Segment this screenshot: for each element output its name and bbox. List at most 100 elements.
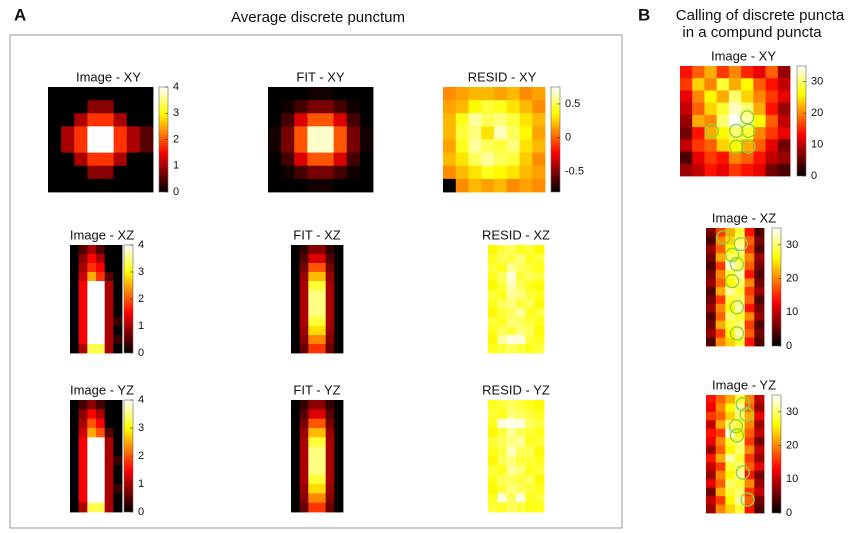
heatmap-cell (96, 335, 105, 344)
heatmap-cell (469, 179, 482, 193)
heatmap-cell (347, 126, 361, 140)
colorbar-tick-label: 3 (138, 422, 144, 434)
heatmap-cell (61, 113, 75, 127)
heatmap-cell (307, 87, 321, 101)
heatmap-cell (268, 113, 282, 127)
heatmap-cell (535, 281, 545, 290)
heatmap-cell (347, 166, 361, 180)
heatmap-cell (70, 290, 79, 299)
heatmap-cell (735, 479, 745, 488)
heatmap-cell (96, 419, 105, 429)
heatmap-cell (127, 87, 141, 101)
heatmap-cell (497, 437, 507, 447)
heatmap-cell (70, 428, 79, 438)
heatmap-cell (87, 290, 96, 299)
heatmap-cell (74, 140, 88, 154)
heatmap-cell (61, 87, 75, 101)
colorbar (797, 66, 806, 176)
heatmap-cell (507, 179, 520, 193)
heatmap-cell (326, 245, 335, 254)
heatmap-cell (334, 113, 348, 127)
heatmap-cell (507, 465, 517, 475)
panel-title: Calling of discrete puncta (676, 7, 845, 24)
heatmap-cell (716, 295, 726, 304)
heatmap-cell (79, 245, 88, 254)
heatmap-cell (96, 281, 105, 290)
heatmap-cell (105, 254, 114, 263)
heatmap-cell (105, 335, 114, 344)
heatmap-cell (140, 153, 154, 167)
heatmap-cell (692, 115, 705, 128)
heatmap-cell (507, 447, 517, 457)
heatmap-cell (326, 317, 335, 326)
heatmap-cell (61, 100, 75, 114)
heatmap-cell (716, 395, 726, 404)
heatmap-cell (300, 465, 309, 475)
heatmap-cell (105, 428, 114, 438)
heatmap-cell (87, 113, 101, 127)
heatmap-cell (507, 299, 517, 308)
heatmap-cell (321, 153, 335, 167)
heatmap-cell (706, 338, 716, 347)
heatmap-cell (443, 87, 456, 101)
heatmap-cell (105, 245, 114, 254)
panel-title: Average discrete punctum (231, 9, 405, 26)
heatmap-cell (516, 317, 526, 326)
heatmap-cell (535, 484, 545, 494)
heatmap-cell (516, 272, 526, 281)
heatmap-cell (334, 290, 343, 299)
heatmap-cell (70, 281, 79, 290)
heatmap-cell (291, 437, 300, 447)
heatmap-cell (87, 344, 96, 353)
heatmap-cell (291, 317, 300, 326)
heatmap-cell (48, 100, 62, 114)
heatmap-cell (307, 140, 321, 154)
heatmap-cell (268, 166, 282, 180)
heatmap-cell (716, 429, 726, 438)
heatmap-cell (494, 87, 507, 101)
heatmap-cell (113, 317, 122, 326)
heatmap-cell (745, 304, 755, 313)
heatmap-cell (347, 113, 361, 127)
heatmap-cell (507, 290, 517, 299)
heatmap-cell (706, 462, 716, 471)
heatmap-cell (87, 263, 96, 272)
heatmap-cell (706, 295, 716, 304)
heatmap-cell (754, 329, 764, 338)
heatmap-cell (488, 344, 498, 353)
heatmap-cell (300, 456, 309, 466)
heatmap-cell (79, 456, 88, 466)
heatmap-cell (326, 290, 335, 299)
heatmap-cell (317, 290, 326, 299)
heatmap-cell (456, 87, 469, 101)
heatmap-cell (113, 326, 122, 335)
heatmap-cell (481, 166, 494, 180)
heatmap-cell (291, 447, 300, 457)
heatmap-cell (334, 503, 343, 513)
heatmap-cell (507, 153, 520, 167)
heatmap-cell (488, 317, 498, 326)
heatmap-cell (334, 140, 348, 154)
heatmap-cell (334, 308, 343, 317)
heatmap-cell (488, 335, 498, 344)
heatmap-cell (268, 87, 282, 101)
heatmap-cell (70, 400, 79, 410)
heatmap-cell (70, 503, 79, 513)
heatmap-cell (317, 447, 326, 457)
heatmap-cell (113, 335, 122, 344)
heatmap-cell (347, 179, 361, 193)
heatmap-cell (706, 420, 716, 429)
heatmap-cell (443, 179, 456, 193)
heatmap-cell (308, 465, 317, 475)
heatmap-cell (680, 103, 693, 116)
colorbar-tick-label: 2 (138, 450, 144, 462)
heatmap-cell (488, 409, 498, 419)
heatmap-cell (717, 103, 730, 116)
heatmap-cell (520, 126, 533, 140)
heatmap-cell (79, 254, 88, 263)
heatmap-cell (745, 446, 755, 455)
heatmap-cell (716, 321, 726, 330)
heatmap-cell (704, 139, 717, 152)
heatmap-cell (706, 412, 716, 421)
heatmap-cell (317, 344, 326, 353)
